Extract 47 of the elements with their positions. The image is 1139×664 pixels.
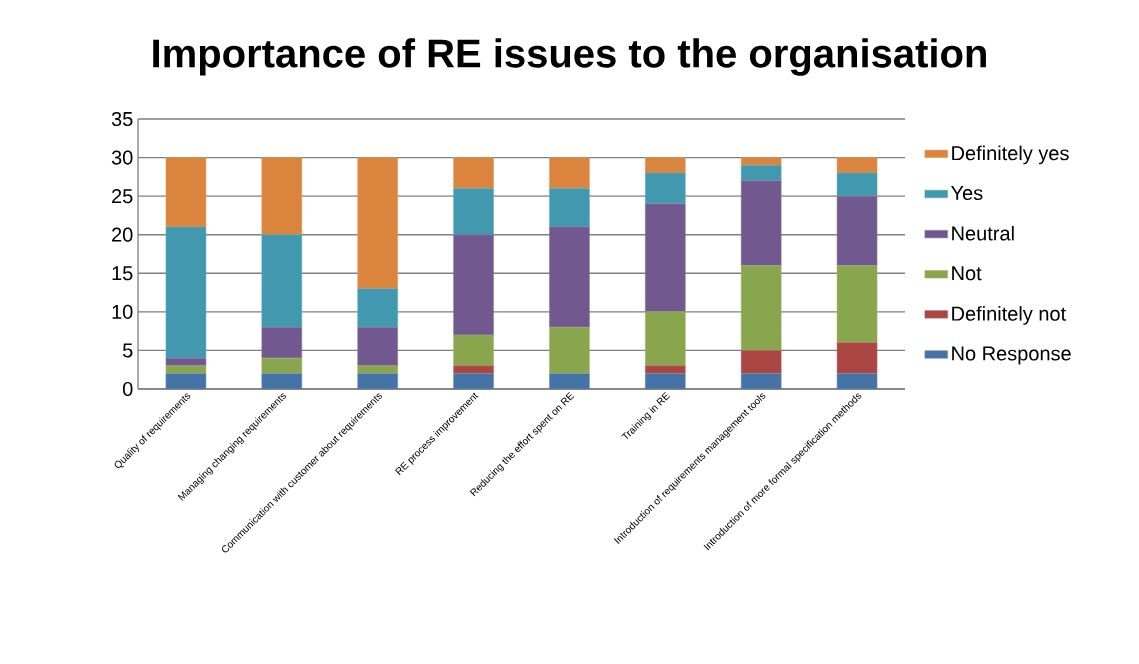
legend-label: Neutral xyxy=(952,225,1014,241)
bar xyxy=(453,157,494,189)
bar xyxy=(549,188,590,228)
legend-label: Not xyxy=(952,266,982,281)
legend-label: Definitely yes xyxy=(952,145,1069,165)
y-tick-label: 25 xyxy=(112,189,133,204)
bar xyxy=(645,311,686,367)
bar xyxy=(836,172,878,197)
legend-label: No Response xyxy=(952,346,1071,365)
y-tick-label: 10 xyxy=(112,304,133,319)
y-tick-label: 30 xyxy=(111,150,133,165)
y-tick-label: 0 xyxy=(122,381,133,397)
bar xyxy=(836,195,878,266)
bar xyxy=(165,357,207,367)
bar xyxy=(740,265,782,351)
bar xyxy=(357,157,398,289)
bar xyxy=(836,342,878,374)
bar xyxy=(836,157,878,174)
bar xyxy=(645,203,686,313)
bar xyxy=(549,327,590,374)
bar xyxy=(165,157,207,228)
bar xyxy=(645,172,686,205)
bar xyxy=(740,157,782,166)
bar xyxy=(357,327,398,367)
bar xyxy=(740,180,782,266)
y-tick-label: 20 xyxy=(112,227,133,242)
legend-label: Definitely not xyxy=(952,306,1066,325)
y-tick-label: 35 xyxy=(111,111,133,127)
bar xyxy=(549,157,590,189)
bar xyxy=(165,226,207,359)
bar xyxy=(261,357,303,374)
bar xyxy=(261,157,303,235)
bar xyxy=(549,226,590,328)
bar xyxy=(357,288,398,328)
bar xyxy=(261,327,303,359)
bar xyxy=(453,334,494,367)
bar xyxy=(261,234,303,328)
y-tick-label: 15 xyxy=(112,266,133,281)
bar xyxy=(740,350,782,374)
bar xyxy=(740,165,782,181)
legend-label: Yes xyxy=(951,186,983,201)
bar xyxy=(453,234,494,336)
y-tick-label: 5 xyxy=(122,343,133,358)
bar xyxy=(836,265,878,343)
bar xyxy=(453,188,494,235)
chart-title: Importance of RE issues to the organisation xyxy=(153,38,986,76)
bar xyxy=(645,157,686,174)
